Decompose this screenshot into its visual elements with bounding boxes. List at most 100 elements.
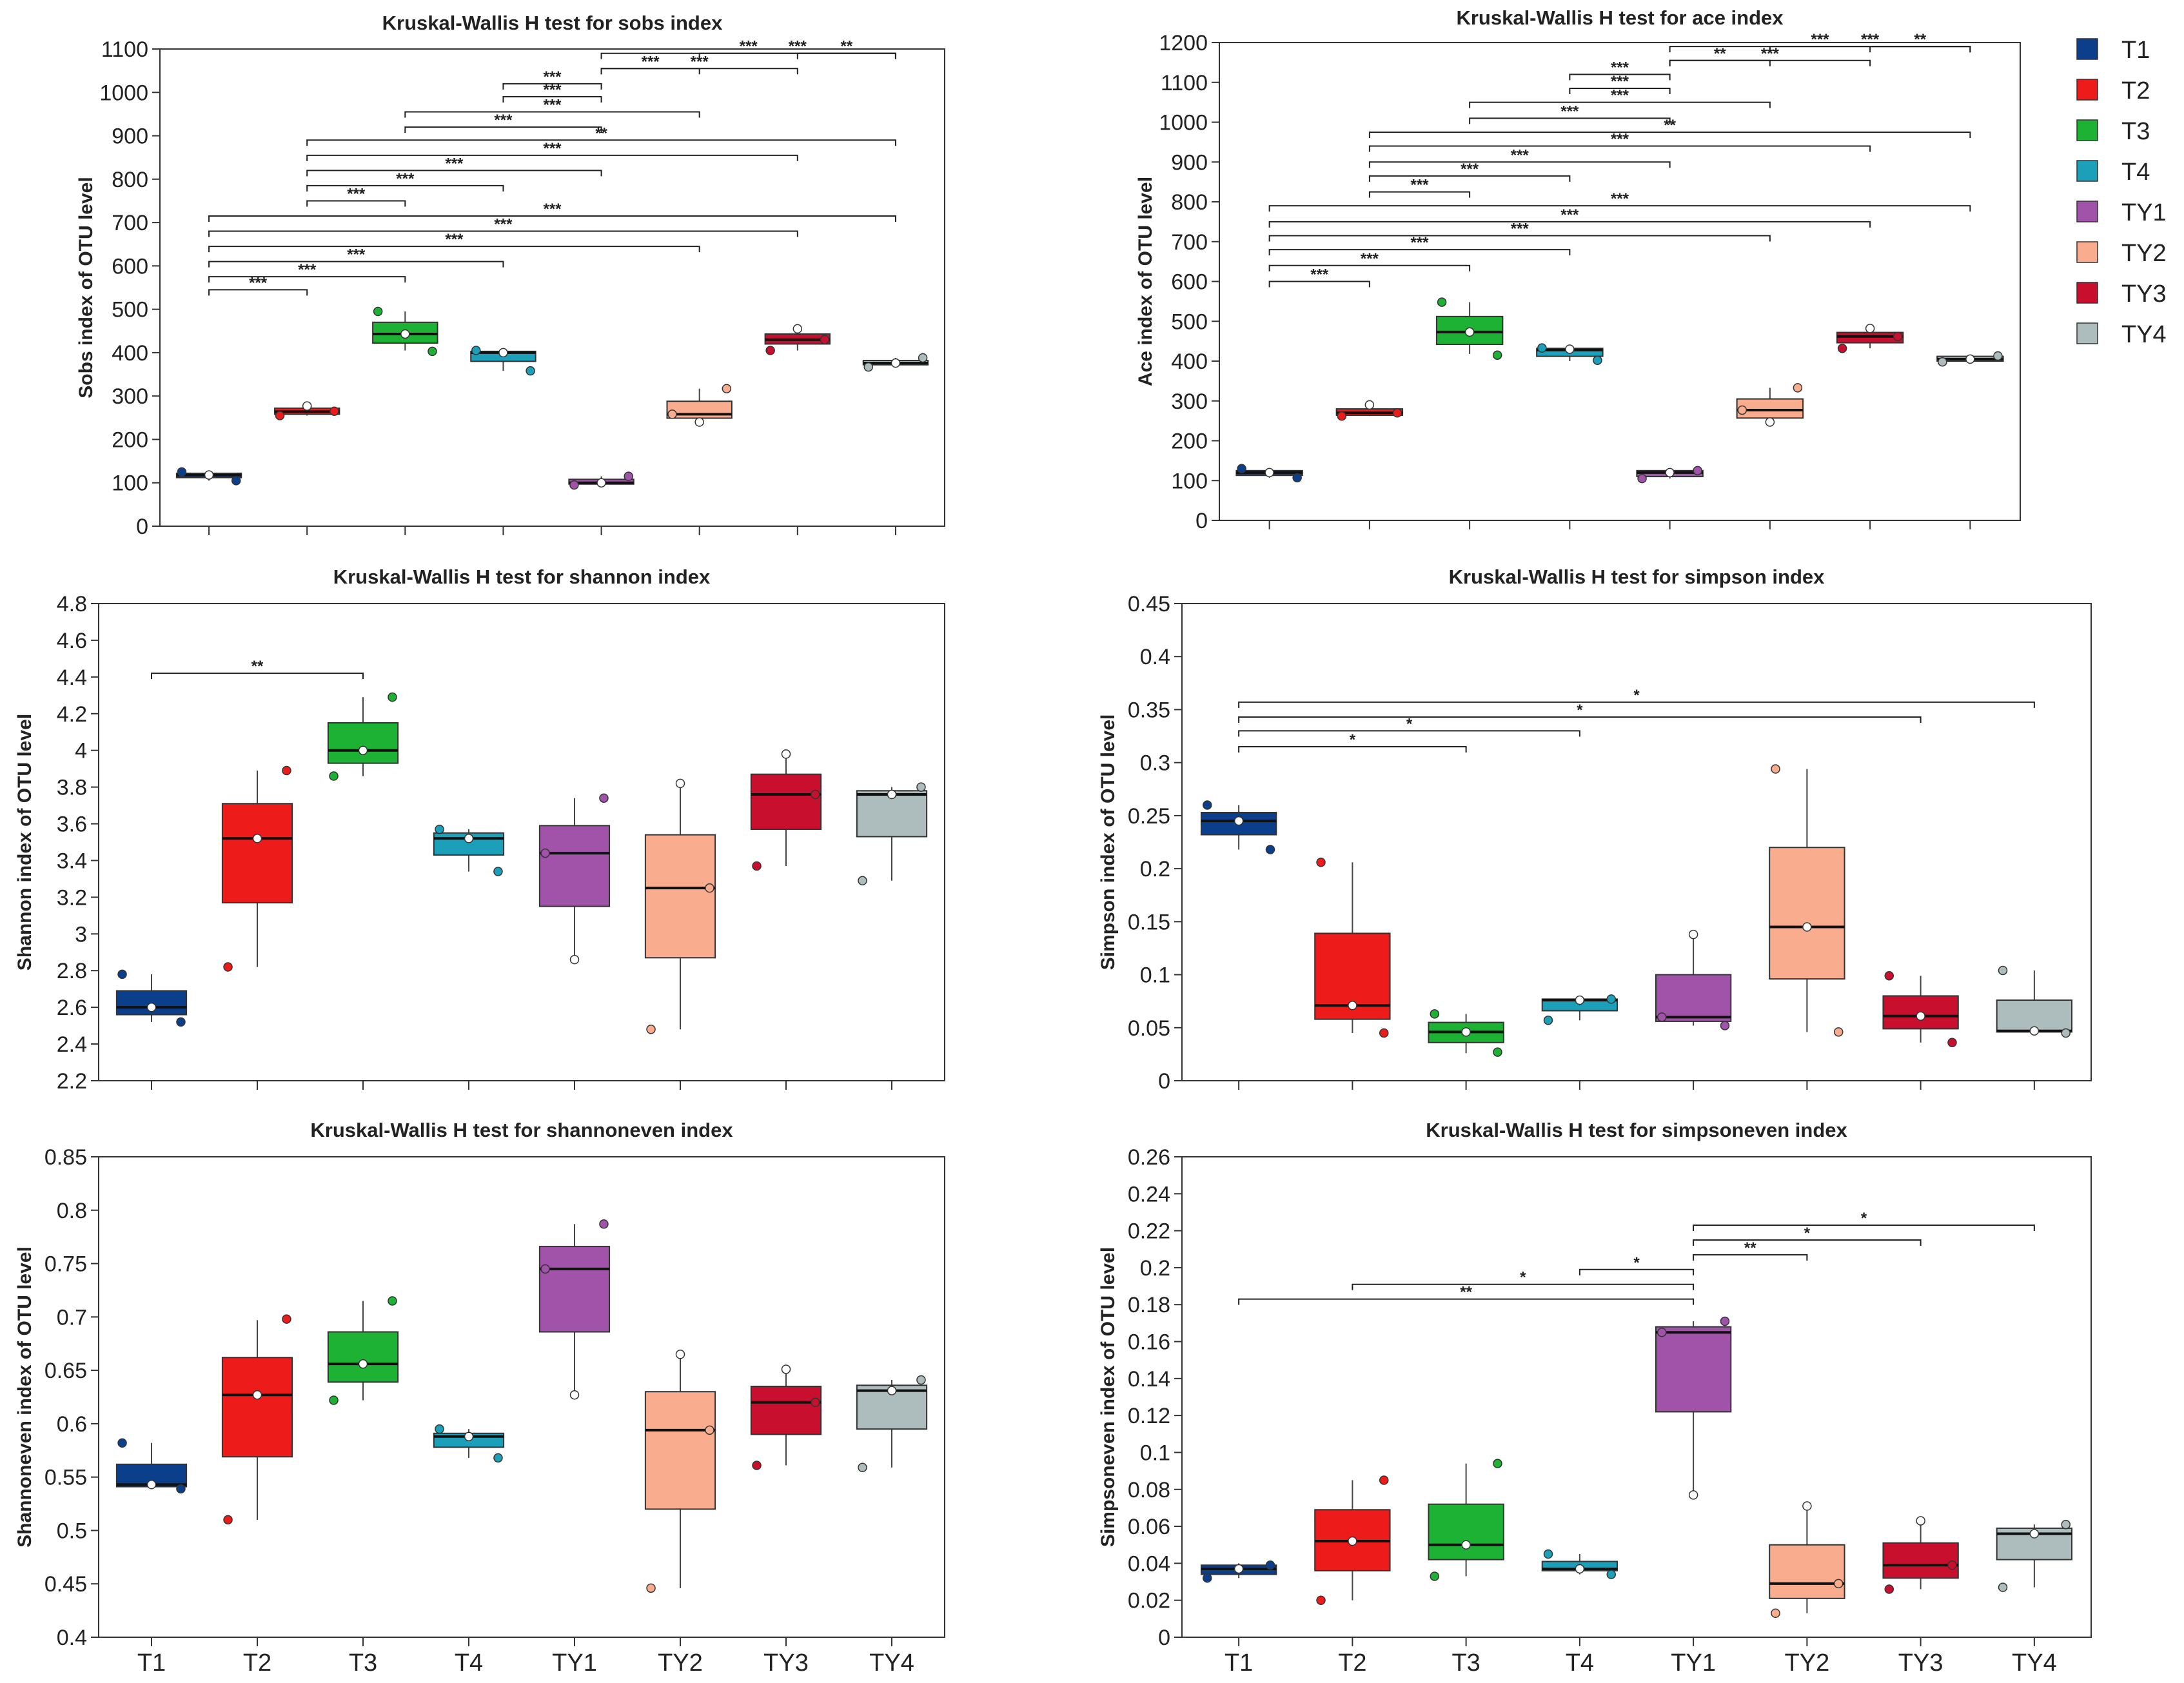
data-point [329, 1395, 339, 1405]
chart-panels: Kruskal-Wallis H test for sobs index Sobs… [14, 6, 2092, 1677]
y-tick-label: 1200 [1159, 31, 1208, 55]
y-tick-label: 0.15 [1128, 910, 1170, 934]
box-plot-t3 [1428, 1009, 1504, 1057]
significance-bracket: *** [404, 97, 700, 118]
significance-bracket: *** [208, 274, 308, 296]
y-axis-label: Shannoneven index of OTU level [14, 1246, 35, 1548]
data-point [302, 401, 312, 411]
y-axis-label: Shannon index of OTU level [14, 714, 35, 970]
x-tick-label: T1 [1225, 1649, 1253, 1677]
bracket-line [1693, 1239, 1922, 1246]
data-point [599, 793, 609, 803]
y-tick-label: 4.6 [57, 629, 87, 653]
data-point [1264, 467, 1274, 478]
y-tick-label: 0.12 [1128, 1404, 1170, 1428]
data-point [1316, 1595, 1326, 1605]
y-tick-label: 0.2 [1140, 857, 1170, 881]
data-point [358, 745, 368, 755]
data-point [858, 1462, 867, 1473]
data-point [1437, 297, 1447, 307]
legend-label: T3 [2121, 118, 2150, 145]
legend-item: TY3 [2076, 280, 2167, 308]
legend-swatch [2076, 201, 2098, 222]
y-tick-label: 100 [1171, 469, 1208, 493]
y-tick-label: 0.24 [1128, 1182, 1170, 1206]
data-point [498, 348, 508, 358]
y-tick-label: 0.1 [1140, 1441, 1170, 1465]
y-tick-label: 2.4 [57, 1032, 87, 1057]
significance-label: ** [1714, 45, 1726, 63]
y-tick-label: 3.2 [57, 885, 87, 910]
data-point [1993, 351, 2003, 361]
y-tick-label: 0 [1195, 509, 1208, 533]
significance-bracket: * [1579, 1254, 1695, 1275]
box [1655, 1326, 1732, 1413]
data-point [2061, 1028, 2071, 1038]
bracket-line [1368, 161, 1671, 168]
data-point [282, 765, 291, 776]
data-point [1537, 343, 1547, 353]
y-tick-label: 200 [1171, 429, 1208, 454]
x-tick-label: T2 [1338, 1649, 1366, 1677]
chart-title: Kruskal-Wallis H test for shannoneven in… [310, 1119, 733, 1141]
significance-label: *** [494, 216, 513, 233]
data-point [1593, 355, 1602, 366]
y-tick-label: 0.35 [1128, 698, 1170, 722]
y-tick-label: 2.2 [57, 1069, 87, 1094]
data-point [358, 1359, 368, 1369]
y-tick-label: 800 [1171, 190, 1208, 215]
x-tick-label: T4 [1566, 1649, 1594, 1677]
x-tick-label: TY3 [763, 1649, 809, 1677]
box-plot-ty2 [644, 778, 716, 1034]
data-point [781, 1364, 791, 1374]
significance-bracket: *** [1769, 31, 1971, 53]
y-tick-label: 800 [112, 168, 148, 192]
box-plot-t4 [1536, 343, 1604, 366]
y-tick-label: 0.75 [44, 1252, 87, 1277]
box-plot-t2 [221, 765, 293, 972]
bracket-line [306, 139, 896, 146]
legend-item: T2 [2076, 77, 2150, 104]
significance-label: *** [1511, 220, 1530, 237]
box-plot-t3 [1428, 1459, 1504, 1581]
data-point [1234, 816, 1244, 826]
data-point [1606, 994, 1616, 1004]
data-point [493, 867, 503, 876]
data-point [1575, 995, 1585, 1005]
bracket-line [796, 52, 896, 59]
significance-bracket: *** [1569, 59, 1671, 81]
chart-panel: Kruskal-Wallis H test for simpsoneven in… [1097, 1119, 2092, 1677]
significance-label: *** [642, 53, 660, 70]
significance-label: *** [494, 112, 513, 129]
data-point [694, 417, 704, 427]
significance-bracket: * [1238, 687, 2035, 708]
box-plot-ty4 [1936, 351, 2004, 367]
bracket-line [1238, 746, 1467, 753]
y-tick-label: 0.02 [1128, 1589, 1170, 1613]
y-tick-label: 1100 [1161, 71, 1208, 95]
data-point [1543, 1549, 1553, 1559]
box-plot-t1 [115, 1438, 188, 1494]
chart-title: Kruskal-Wallis H test for shannon index [333, 566, 711, 588]
bracket-line [1869, 46, 1971, 53]
y-tick-label: 400 [112, 341, 148, 366]
y-tick-label: 4.4 [57, 665, 87, 690]
data-point [1965, 354, 1975, 364]
bracket-line [1569, 74, 1671, 81]
data-point [1565, 344, 1575, 354]
significance-label: *** [1611, 131, 1629, 148]
significance-bracket: * [1238, 715, 1580, 737]
legend-item: T1 [2076, 37, 2150, 64]
y-tick-label: 0.45 [1128, 592, 1170, 616]
box [644, 1391, 716, 1510]
y-tick-label: 0.6 [57, 1412, 87, 1437]
y-tick-label: 0.06 [1128, 1515, 1170, 1539]
data-point [1316, 857, 1326, 867]
data-point [1665, 467, 1675, 478]
data-point [811, 1397, 820, 1408]
data-point [282, 1314, 291, 1324]
data-point [569, 954, 580, 965]
box [538, 825, 611, 907]
y-tick-label: 700 [1171, 230, 1208, 255]
significance-label: *** [396, 170, 415, 188]
